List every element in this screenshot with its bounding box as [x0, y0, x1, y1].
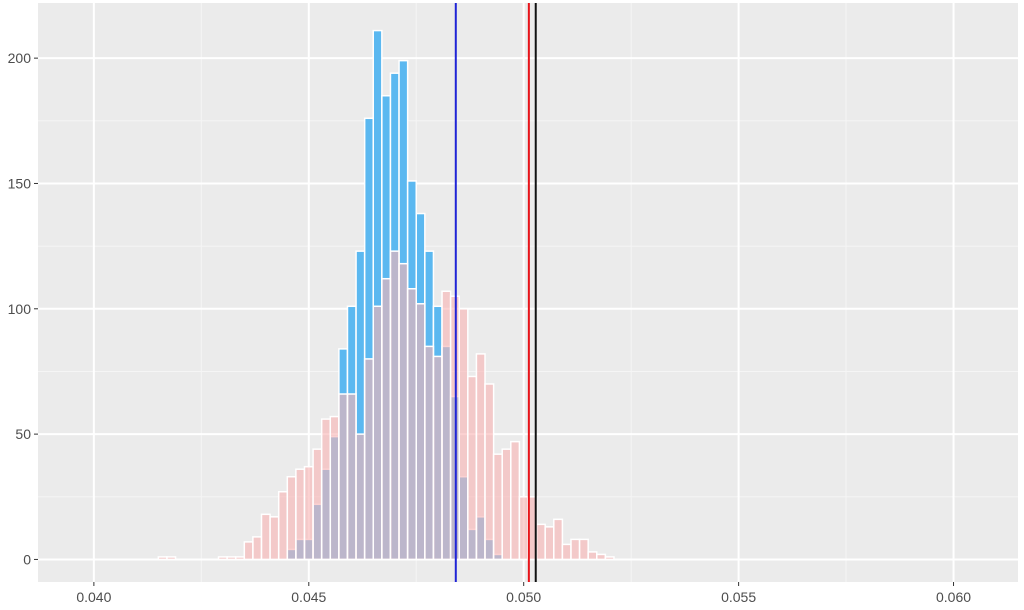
bar-series-pink — [467, 375, 478, 561]
y-tick-label: 50 — [15, 426, 31, 442]
bar-series-pink — [286, 475, 297, 561]
bar-series-pink — [166, 556, 177, 561]
x-tick-label: 0.055 — [721, 589, 756, 605]
bar-series-pink — [329, 415, 340, 561]
bar-series-pink — [535, 523, 546, 561]
bar-series-pink — [157, 556, 168, 561]
bar-series-pink — [260, 513, 271, 561]
bar-series-pink — [363, 358, 375, 561]
bar-series-pink — [475, 353, 486, 561]
bar-series-pink — [320, 418, 332, 561]
bar-series-pink — [338, 393, 349, 561]
bar-series-pink — [587, 551, 598, 561]
bar-series-pink — [389, 250, 400, 561]
y-tick-label: 100 — [8, 301, 32, 317]
bar-series-pink — [424, 345, 435, 561]
bar-series-pink — [561, 543, 572, 561]
bar-series-pink — [553, 518, 564, 561]
bar-series-pink — [312, 448, 323, 561]
reference-lines — [454, 3, 537, 582]
bar-series-pink — [501, 448, 512, 561]
bar-series-pink — [458, 308, 469, 561]
bar-series-pink — [596, 553, 607, 561]
bar-series-pink — [398, 262, 409, 561]
series-pink-bars — [157, 250, 615, 561]
bar-series-pink — [544, 526, 555, 561]
x-tick-label: 0.060 — [936, 589, 971, 605]
bar-series-pink — [441, 290, 452, 561]
bar-series-pink — [484, 383, 495, 561]
bar-series-pink — [243, 541, 254, 561]
y-tick-label: 200 — [8, 50, 32, 66]
bar-series-pink — [252, 536, 263, 561]
bar-series-pink — [381, 277, 392, 561]
bar-series-pink — [406, 287, 417, 561]
bar-series-pink — [355, 433, 366, 561]
x-axis: 0.040 0.045 0.050 0.055 0.060 — [76, 582, 971, 605]
bar-series-pink — [226, 556, 237, 561]
x-tick-label: 0.045 — [291, 589, 326, 605]
bar-series-pink — [346, 393, 357, 561]
bar-series-pink — [295, 468, 306, 561]
bar-series-pink — [492, 453, 503, 561]
bar-series-pink — [234, 556, 246, 561]
bar-series-pink — [372, 305, 383, 561]
y-tick-label: 0 — [23, 551, 31, 567]
y-tick-label: 150 — [8, 175, 32, 191]
bar-series-pink — [604, 556, 615, 561]
bar-series-pink — [518, 496, 529, 561]
x-tick-label: 0.040 — [76, 589, 111, 605]
y-axis: 0 50 100 150 200 — [8, 50, 38, 567]
bar-series-pink — [415, 303, 426, 561]
bar-series-pink — [432, 355, 443, 561]
x-tick-label: 0.050 — [506, 589, 541, 605]
bar-series-pink — [578, 538, 589, 561]
bar-series-pink — [217, 556, 228, 561]
bar-series-pink — [570, 538, 581, 561]
bar-series-pink — [303, 465, 314, 561]
bar-series-pink — [277, 491, 289, 561]
bar-series-pink — [269, 516, 280, 561]
bar-series-pink — [510, 440, 521, 561]
